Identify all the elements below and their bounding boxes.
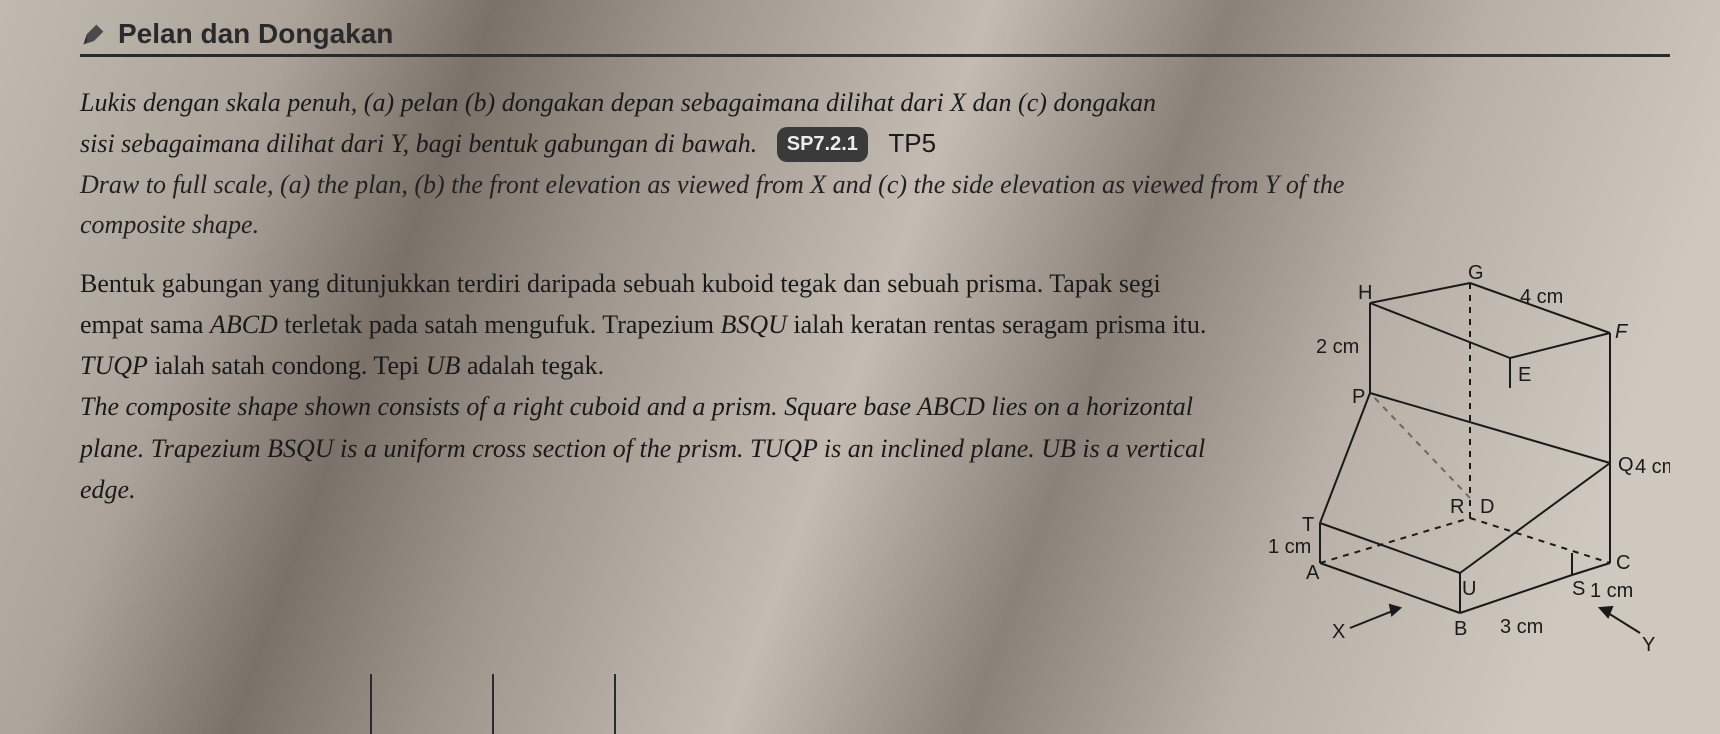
label-D: D [1480, 496, 1494, 518]
label-F: F [1615, 321, 1629, 343]
label-U: U [1462, 578, 1476, 600]
dim-3cm: 3 cm [1500, 616, 1543, 638]
instruction-eng-line2: composite shape. [80, 205, 1670, 245]
dim-1cm-right: 1 cm [1590, 580, 1633, 602]
label-E: E [1518, 364, 1531, 386]
section-header: Pelan dan Dongakan [80, 18, 1670, 50]
instruction-malay-line1: Lukis dengan skala penuh, (a) pelan (b) … [80, 83, 1670, 123]
label-H: H [1358, 282, 1372, 304]
dim-4cm-right: 4 cm [1635, 456, 1670, 478]
pencil-icon [80, 20, 108, 48]
desc-abcd: ABCD [210, 310, 278, 339]
desc-malay-3: ialah keratan rentas seragam prisma itu. [787, 310, 1206, 339]
label-X: X [1332, 621, 1345, 643]
instruction-block: Lukis dengan skala penuh, (a) pelan (b) … [80, 83, 1670, 245]
label-P: P [1352, 386, 1365, 408]
body-row: Bentuk gabungan yang ditunjukkan terdiri… [80, 263, 1670, 668]
label-C: C [1616, 552, 1630, 574]
label-B: B [1454, 618, 1467, 640]
desc-tuqp: TUQP [80, 351, 148, 380]
dim-1cm-left: 1 cm [1268, 536, 1311, 558]
page: Pelan dan Dongakan Lukis dengan skala pe… [0, 0, 1720, 734]
header-rule [80, 54, 1670, 57]
label-R: R [1450, 496, 1464, 518]
composite-shape-diagram: H G F E P Q T R D A U B S C X Y 4 cm 2 c… [1250, 263, 1670, 663]
answer-guide-lines [370, 674, 616, 734]
figure-column: H G F E P Q T R D A U B S C X Y 4 cm 2 c… [1250, 263, 1670, 668]
tp-label: TP5 [888, 128, 936, 158]
instruction-malay-pre: sisi sebagaimana dilihat dari Y, bagi be… [80, 129, 757, 158]
sp-badge: SP7.2.1 [777, 127, 868, 162]
instruction-eng-line1: Draw to full scale, (a) the plan, (b) th… [80, 165, 1670, 205]
label-Y: Y [1642, 634, 1655, 656]
desc-eng: The composite shape shown consists of a … [80, 392, 1205, 503]
desc-malay-5: adalah tegak. [460, 351, 604, 380]
instruction-malay-line2: sisi sebagaimana dilihat dari Y, bagi be… [80, 123, 1670, 164]
label-T: T [1302, 514, 1314, 536]
dim-4cm-top: 4 cm [1520, 286, 1563, 308]
desc-ub: UB [426, 351, 461, 380]
label-Q: Q [1618, 454, 1634, 476]
desc-malay-2: terletak pada satah mengufuk. Trapezium [278, 310, 721, 339]
desc-malay-4: ialah satah condong. Tepi [148, 351, 426, 380]
label-G: G [1468, 263, 1484, 284]
description-column: Bentuk gabungan yang ditunjukkan terdiri… [80, 263, 1230, 509]
desc-bsqu: BSQU [720, 310, 786, 339]
label-S: S [1572, 578, 1585, 600]
section-title: Pelan dan Dongakan [118, 18, 393, 50]
dim-2cm: 2 cm [1316, 336, 1359, 358]
label-A: A [1306, 562, 1320, 584]
